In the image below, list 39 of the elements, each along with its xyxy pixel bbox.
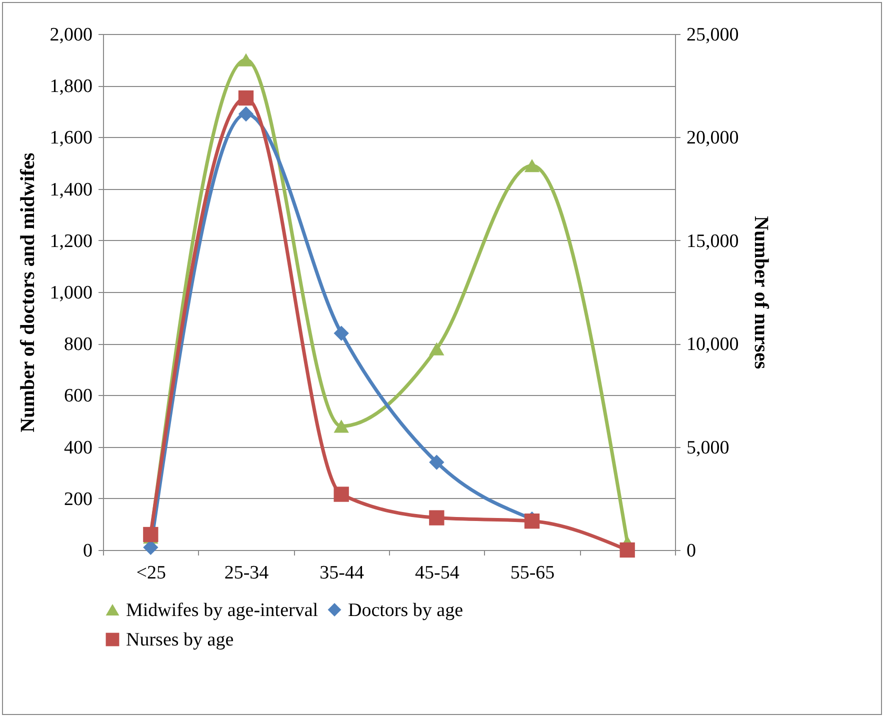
y-tick-label: 1,000 bbox=[50, 282, 92, 304]
y-tick-label: 200 bbox=[64, 488, 92, 510]
x-tick-label: <25 bbox=[136, 562, 166, 584]
x-tick-label: 35-44 bbox=[320, 562, 364, 584]
point bbox=[429, 342, 444, 356]
point bbox=[334, 486, 349, 502]
y2-tick-label: 0 bbox=[686, 540, 696, 562]
y2-tick-label: 10,000 bbox=[686, 334, 739, 356]
y-tick-label: 1,600 bbox=[50, 128, 92, 149]
y2-axis-title: Number of nurses bbox=[750, 216, 772, 370]
y2-tick-label: 5,000 bbox=[686, 437, 730, 458]
legend-label: Nurses by age bbox=[126, 630, 234, 650]
y2-tick-label: 15,000 bbox=[686, 230, 739, 252]
x-tick-label: 25-34 bbox=[224, 562, 270, 584]
y-tick-label: 600 bbox=[64, 386, 92, 407]
y-tick-label: 0 bbox=[83, 540, 92, 562]
point bbox=[334, 420, 349, 433]
point bbox=[238, 106, 254, 122]
y-tick-label: 400 bbox=[64, 437, 92, 458]
point bbox=[620, 542, 635, 558]
legend-label: Midwifes by age-interval bbox=[126, 600, 318, 621]
legend-label: Doctors by age bbox=[348, 600, 464, 621]
y-axis-title: Number of doctors and midwifes bbox=[16, 152, 39, 432]
point bbox=[334, 326, 349, 341]
point bbox=[524, 159, 540, 172]
point bbox=[524, 514, 540, 529]
y2-tick-label: 20,000 bbox=[686, 128, 739, 149]
point bbox=[238, 53, 254, 66]
y-tick-label: 1,400 bbox=[50, 179, 92, 200]
y-tick-label: 1,800 bbox=[50, 76, 92, 98]
x-tick-label: 55-65 bbox=[510, 562, 555, 584]
x-tick-label: 45-54 bbox=[415, 562, 460, 584]
point bbox=[429, 454, 444, 470]
y2-tick-label: 25,000 bbox=[686, 24, 739, 46]
point bbox=[429, 510, 444, 526]
y-tick-label: 2,000 bbox=[50, 24, 92, 46]
point bbox=[238, 90, 254, 106]
y-tick-label: 800 bbox=[64, 334, 92, 356]
y-tick-label: 1,200 bbox=[50, 230, 92, 252]
